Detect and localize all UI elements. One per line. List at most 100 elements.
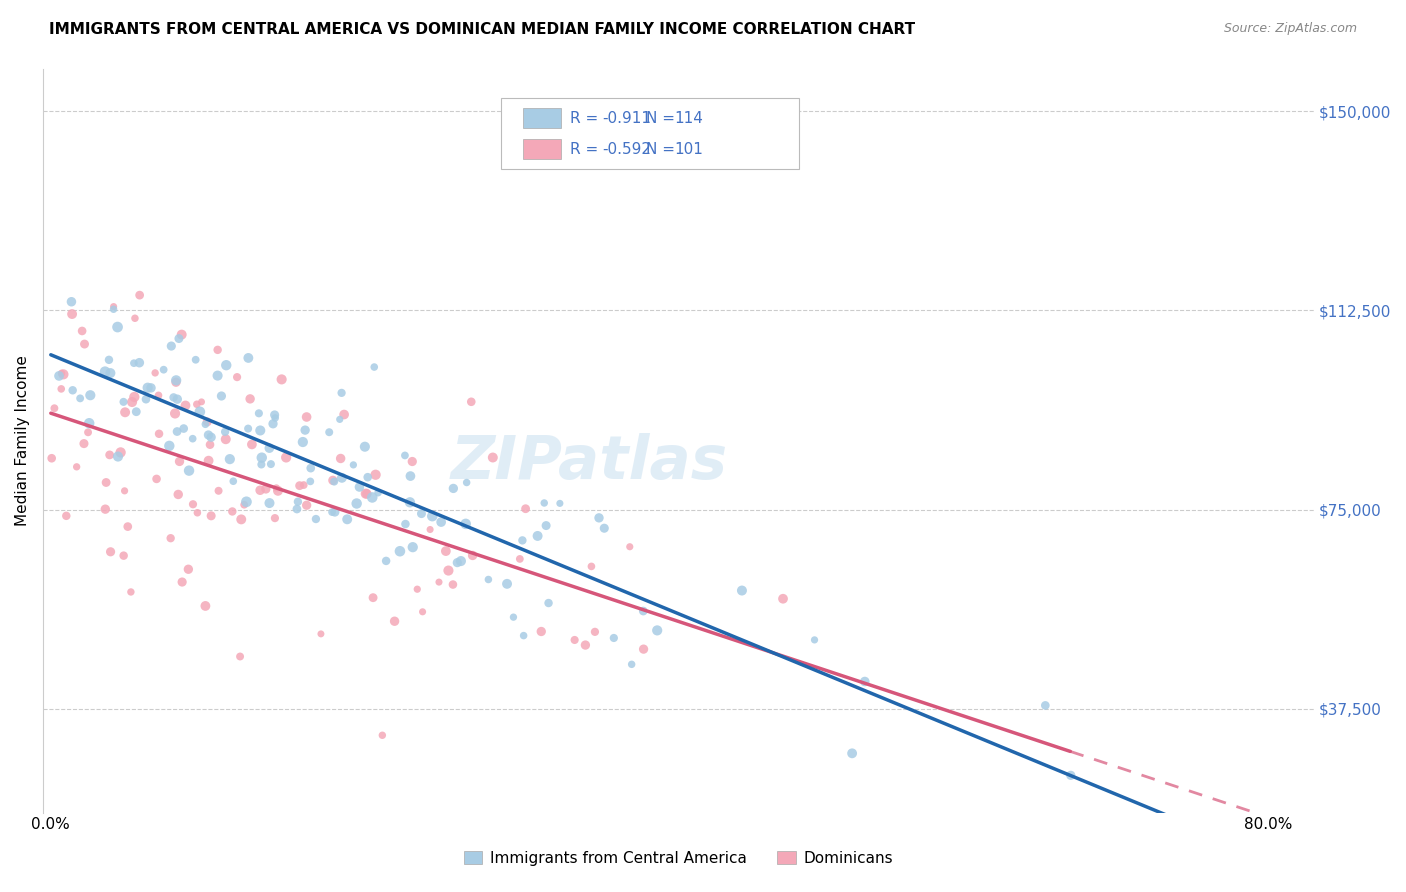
Point <box>235 495 257 509</box>
Point <box>322 474 344 488</box>
Point <box>100 366 122 380</box>
Point <box>496 577 519 591</box>
Point <box>139 381 162 395</box>
Point <box>434 544 457 558</box>
Point <box>186 397 208 411</box>
Point <box>239 392 262 406</box>
Point <box>121 395 143 409</box>
Point <box>394 449 416 463</box>
Point <box>349 480 371 494</box>
Point <box>112 549 135 563</box>
Point <box>295 498 318 512</box>
Legend: Immigrants from Central America, Dominicans: Immigrants from Central America, Dominic… <box>458 845 898 871</box>
Point <box>250 458 273 472</box>
Point <box>363 359 385 374</box>
Point <box>73 436 96 450</box>
Point <box>114 405 136 419</box>
Point <box>530 624 553 639</box>
Point <box>55 508 77 523</box>
Point <box>48 368 70 383</box>
Point <box>477 573 499 587</box>
Point <box>135 392 157 407</box>
Point <box>145 472 167 486</box>
Point <box>461 549 484 563</box>
Point <box>226 370 249 384</box>
Point <box>66 459 89 474</box>
Point <box>375 554 398 568</box>
Point <box>79 388 101 402</box>
Point <box>330 471 353 485</box>
Point <box>412 605 434 619</box>
Point <box>181 497 204 511</box>
Point <box>276 450 298 465</box>
Point <box>165 376 187 390</box>
Point <box>69 392 91 406</box>
Point <box>853 674 876 689</box>
Point <box>620 657 643 672</box>
Point <box>285 502 308 516</box>
Point <box>346 496 368 510</box>
Point <box>342 458 364 472</box>
Text: -0.592: -0.592 <box>602 142 651 157</box>
Point <box>292 478 315 492</box>
Point <box>77 425 100 440</box>
Point <box>406 582 429 597</box>
Point <box>165 407 187 421</box>
Point <box>51 382 73 396</box>
Point <box>420 509 443 524</box>
Point <box>97 352 120 367</box>
Point <box>411 507 433 521</box>
Point <box>441 482 464 496</box>
Text: N =: N = <box>647 111 681 126</box>
Point <box>165 373 187 387</box>
Point <box>247 406 270 420</box>
Point <box>94 502 117 516</box>
Point <box>336 512 359 526</box>
Point <box>259 496 281 510</box>
Point <box>166 425 188 439</box>
Point <box>221 504 243 518</box>
Point <box>299 475 322 489</box>
Point <box>128 356 150 370</box>
Point <box>148 388 170 402</box>
Point <box>240 437 263 451</box>
Point <box>120 585 142 599</box>
Text: R =: R = <box>571 111 603 126</box>
Point <box>207 343 229 357</box>
Point <box>159 531 181 545</box>
Point <box>157 439 180 453</box>
Point <box>233 498 256 512</box>
Point <box>52 368 75 382</box>
Point <box>249 424 271 438</box>
Point <box>402 540 425 554</box>
Point <box>548 496 571 510</box>
Point <box>803 632 825 647</box>
Point <box>446 556 468 570</box>
Point <box>229 649 252 664</box>
Point <box>107 320 129 334</box>
Point <box>262 417 284 431</box>
Point <box>263 408 285 422</box>
Point <box>143 366 166 380</box>
Point <box>254 482 277 496</box>
Point <box>200 508 222 523</box>
Point <box>371 728 394 742</box>
Point <box>305 512 328 526</box>
Point <box>633 642 655 657</box>
Point <box>1033 698 1056 713</box>
Point <box>124 311 146 326</box>
Point <box>430 515 453 529</box>
Point <box>166 392 188 407</box>
Point <box>44 401 66 416</box>
Point <box>299 461 322 475</box>
Point <box>62 384 84 398</box>
Point <box>214 425 236 439</box>
Point <box>399 469 422 483</box>
Point <box>364 467 387 482</box>
Point <box>437 564 460 578</box>
Point <box>357 470 380 484</box>
Point <box>231 512 253 526</box>
Point <box>236 422 259 436</box>
Point <box>41 451 63 466</box>
Point <box>110 445 132 459</box>
